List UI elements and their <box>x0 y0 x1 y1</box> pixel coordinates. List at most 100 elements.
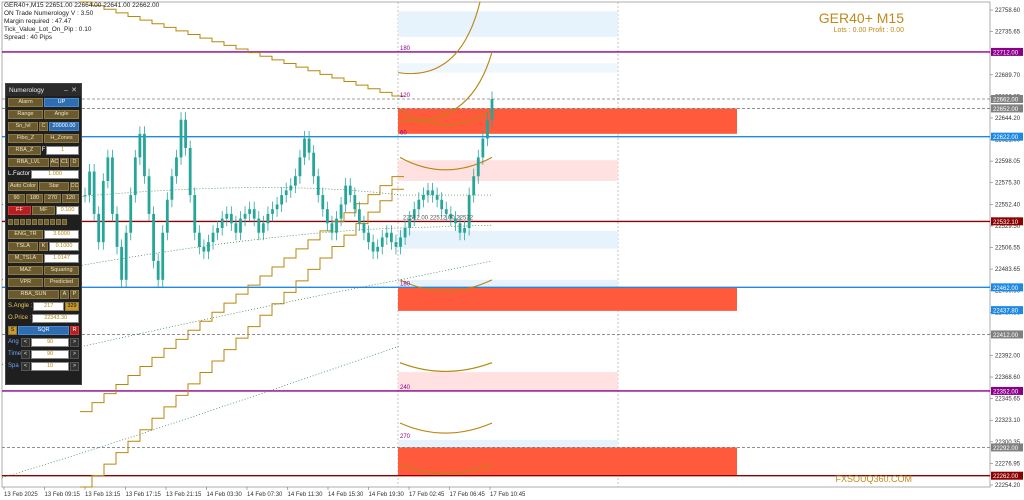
candle-body <box>280 195 284 205</box>
ff-input[interactable]: 0.100 <box>56 205 79 215</box>
s-button[interactable]: S <box>8 325 17 335</box>
spa-increase-button[interactable]: > <box>70 361 79 371</box>
rba-z-button[interactable]: RBA_Z <box>8 145 41 155</box>
rba-lvl-button[interactable]: RBA_LVL <box>8 157 49 167</box>
sun-a-button[interactable]: A <box>60 289 69 299</box>
sun-p-button[interactable]: P <box>70 289 79 299</box>
spa-decrease-button[interactable]: < <box>21 361 30 371</box>
eng-tr-input[interactable]: 3.6000 <box>44 229 79 239</box>
candle-body <box>202 246 206 252</box>
price-label: 22262.00 <box>993 474 1019 480</box>
panel-header[interactable]: Numerology – ✕ <box>6 84 81 96</box>
predicted-button[interactable]: Predicted <box>44 277 79 287</box>
ff-button[interactable]: FF <box>8 205 31 215</box>
deg-120-button[interactable]: 120 <box>62 193 79 203</box>
sn-lvl-c-button[interactable]: C <box>39 121 48 131</box>
price-label: 22662.00 <box>993 98 1019 104</box>
sn-lvl-button[interactable]: Sn_lvl <box>8 121 38 131</box>
ang-input[interactable]: 90 <box>31 337 69 347</box>
time-input[interactable]: 90 <box>31 349 69 359</box>
star-button[interactable]: Star <box>39 181 69 191</box>
m-tsla-input[interactable]: 1.0147 <box>44 253 79 263</box>
maz-button[interactable]: MAZ <box>8 265 43 275</box>
digit-toggle[interactable] <box>26 219 31 225</box>
price-zone <box>398 108 737 134</box>
digit-toggle[interactable] <box>20 219 25 225</box>
fibo-z-button[interactable]: Fibo_Z <box>8 133 43 143</box>
digit-toggle[interactable] <box>32 219 37 225</box>
price-zone <box>398 372 618 391</box>
close-icon[interactable]: ✕ <box>71 87 77 94</box>
candle-body <box>165 199 169 233</box>
eng-tr-button[interactable]: ENG_TR <box>8 229 43 239</box>
candle-body <box>458 223 462 233</box>
candle-body <box>152 213 155 261</box>
price-zone <box>398 439 618 448</box>
deg-180-button[interactable]: 180 <box>26 193 43 203</box>
c1-button[interactable]: C1 <box>60 157 69 167</box>
gold-arc <box>399 362 493 372</box>
cc-button[interactable]: CC <box>70 181 79 191</box>
candle-body <box>353 195 357 210</box>
candle-body <box>476 157 480 177</box>
time-decrease-button[interactable]: < <box>21 349 30 359</box>
price-label-bg <box>991 386 1023 395</box>
lfactor-input[interactable]: 1.000 <box>31 169 79 179</box>
gold-arc <box>399 422 493 434</box>
price-label: 22532.10 <box>993 220 1019 226</box>
r-button[interactable]: R <box>70 325 79 335</box>
digit-toggle[interactable] <box>50 219 55 225</box>
candle-body <box>454 218 457 224</box>
h-zones-button[interactable]: H_Zones <box>44 133 79 143</box>
range-button[interactable]: Range <box>8 109 43 119</box>
price-label: 22412.00 <box>993 333 1019 339</box>
spa-input[interactable]: 10 <box>31 361 69 371</box>
squaring-button[interactable]: Squaring <box>44 265 79 275</box>
ang-increase-button[interactable]: > <box>70 337 79 347</box>
deg-90-button[interactable]: 90 <box>8 193 25 203</box>
deg-270-button[interactable]: 270 <box>44 193 61 203</box>
sqr-button[interactable]: SQR <box>18 325 69 335</box>
sn-lvl-value[interactable]: 20000.00 <box>49 121 79 131</box>
s-angle-input[interactable]: 217 <box>33 301 64 311</box>
price-label-bg <box>991 47 1023 56</box>
candle-body <box>467 195 471 229</box>
up-button[interactable]: UP <box>44 97 79 107</box>
alarm-button[interactable]: Alarm <box>8 97 43 107</box>
angle-button[interactable]: Angle <box>44 109 79 119</box>
o-price-input[interactable]: 22343.30 <box>32 313 79 323</box>
price-label: 22622.00 <box>993 135 1019 141</box>
x-tick-label: 14 Feb 03:30 <box>207 492 243 498</box>
candle-body <box>120 246 123 280</box>
digit-toggle[interactable] <box>62 219 67 225</box>
price-zone <box>398 287 737 311</box>
digit-toggle[interactable] <box>14 219 19 225</box>
tsla-button[interactable]: TSLA <box>8 241 38 251</box>
d-button[interactable]: D <box>70 157 79 167</box>
minimize-icon[interactable]: – <box>64 86 68 94</box>
time-increase-button[interactable]: > <box>70 349 79 359</box>
candle-body <box>211 232 215 243</box>
digit-toggle[interactable] <box>8 219 13 225</box>
ac-button[interactable]: AC <box>50 157 59 167</box>
s-angle-value2[interactable]: 329 <box>65 301 79 311</box>
zone-label: 60 <box>400 131 407 137</box>
tsla-k-button[interactable]: K <box>39 241 48 251</box>
m-tsla-button[interactable]: M_TSLA <box>8 253 43 263</box>
digit-toggle[interactable] <box>56 219 61 225</box>
auto-color-button[interactable]: Auto Color <box>8 181 38 191</box>
rba-sun-button[interactable]: RBA_SUN <box>8 289 59 299</box>
digit-toggle[interactable] <box>44 219 49 225</box>
ang-decrease-button[interactable]: < <box>21 337 30 347</box>
mf-button[interactable]: MF <box>32 205 55 215</box>
price-zone <box>398 447 737 476</box>
tsla-input[interactable]: 0.1000 <box>49 241 79 251</box>
info-line: Tick_Value_Lot_On_Pip : 0.10 <box>4 26 92 33</box>
digit-toggle[interactable] <box>38 219 43 225</box>
vpr-button[interactable]: VPR <box>8 277 43 287</box>
mid-label: 22512.00 22512.00 22532 <box>403 215 474 221</box>
candle-body <box>207 242 210 252</box>
candle-body <box>225 213 229 219</box>
f-input[interactable]: 1 <box>46 145 80 155</box>
